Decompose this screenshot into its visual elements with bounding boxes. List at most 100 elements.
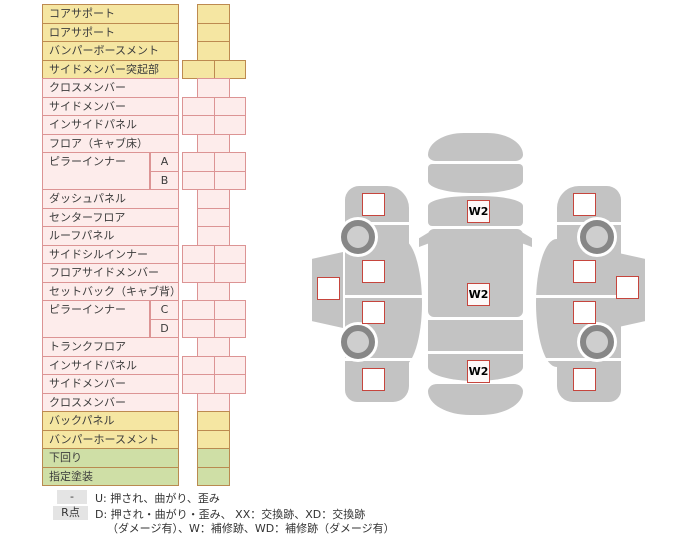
left-car-rear-wheel [341, 325, 375, 359]
damage-box-left-front-door[interactable] [362, 260, 385, 283]
damage-cell[interactable] [182, 96, 215, 116]
damage-cell[interactable] [213, 244, 246, 264]
top-view-rear-bumper [428, 384, 523, 415]
damage-cell[interactable] [213, 374, 246, 394]
damage-cell[interactable] [182, 374, 215, 394]
damage-mark-hood[interactable]: W2 [467, 200, 490, 223]
legend-line3: （ダメージ有）、W：補修跡、WD：補修跡（ダメージ有） [107, 522, 395, 535]
legend-dash-chip: - [57, 490, 87, 504]
row-label: サイドメンバー突起部 [42, 59, 179, 79]
damage-box-right-front-door[interactable] [573, 260, 596, 283]
damage-cell[interactable] [197, 466, 230, 486]
damage-box-left-rear-fender[interactable] [362, 368, 385, 391]
damage-mark-roof[interactable]: W2 [467, 283, 490, 306]
damage-cell[interactable] [213, 59, 246, 79]
damage-cell[interactable] [182, 318, 215, 338]
right-car-front-wheel [580, 220, 614, 254]
row-label: クロスメンバー [42, 78, 179, 98]
damage-cell[interactable] [182, 170, 215, 190]
damage-cell[interactable] [182, 115, 215, 135]
damage-cell[interactable] [182, 263, 215, 283]
damage-cell[interactable] [197, 4, 230, 24]
row-label: ロアサポート [42, 22, 179, 42]
top-view-hood [428, 164, 523, 193]
damage-cell[interactable] [197, 226, 230, 246]
row-label: セットバック（キャブ背） [42, 281, 179, 301]
damage-cell[interactable] [182, 59, 215, 79]
damage-cell[interactable] [182, 355, 215, 375]
legend-line1: U: 押され、曲がり、歪み [95, 492, 220, 505]
damage-cell[interactable] [197, 411, 230, 431]
row-sublabel-A: A [150, 152, 179, 172]
left-car-front-wheel [341, 220, 375, 254]
row-label: トランクフロア [42, 337, 179, 357]
row-label: サイドメンバー [42, 96, 179, 116]
row-label: 指定塗装 [42, 466, 179, 486]
damage-box-right-front-fender[interactable] [573, 193, 596, 216]
damage-box-left-front-fender[interactable] [362, 193, 385, 216]
damage-cell[interactable] [182, 244, 215, 264]
row-label: バンパーボースメント [42, 41, 179, 61]
row-sublabel-B: B [150, 170, 179, 190]
damage-cell[interactable] [213, 152, 246, 172]
damage-cell[interactable] [197, 41, 230, 61]
row-label: ピラーインナー [42, 300, 150, 338]
right-car-gap-3 [536, 358, 621, 361]
row-sublabel-D: D [150, 318, 179, 338]
damage-cell[interactable] [182, 300, 215, 320]
damage-cell[interactable] [213, 318, 246, 338]
damage-cell[interactable] [197, 207, 230, 227]
damage-mark-trunk[interactable]: W2 [467, 360, 490, 383]
damage-cell[interactable] [197, 448, 230, 468]
damage-cell[interactable] [197, 429, 230, 449]
legend-line2: D: 押され・曲がり・歪み、 XX：交換跡、XD：交換跡 [95, 508, 366, 521]
damage-cell[interactable] [197, 281, 230, 301]
row-label: バックパネル [42, 411, 179, 431]
row-label: インサイドパネル [42, 355, 179, 375]
row-label: ルーフパネル [42, 226, 179, 246]
row-label: センターフロア [42, 207, 179, 227]
row-label: フロア（キャブ床） [42, 133, 179, 153]
row-label: クロスメンバー [42, 392, 179, 412]
row-label: コアサポート [42, 4, 179, 24]
top-view-rear-window [428, 320, 523, 351]
damage-cell[interactable] [197, 189, 230, 209]
damage-cell[interactable] [213, 355, 246, 375]
damage-cell[interactable] [213, 96, 246, 116]
right-car-rear-wheel [580, 325, 614, 359]
left-car-roofline [381, 239, 422, 367]
damage-cell[interactable] [213, 170, 246, 190]
damage-cell[interactable] [197, 392, 230, 412]
damage-box-left-rear-door[interactable] [362, 301, 385, 324]
row-label: ピラーインナー [42, 152, 150, 190]
damage-cell[interactable] [197, 22, 230, 42]
right-car-roofline [536, 239, 577, 367]
row-label: 下回り [42, 448, 179, 468]
damage-box-left-rocker[interactable] [317, 277, 340, 300]
damage-cell[interactable] [213, 300, 246, 320]
top-view-front-bumper [428, 133, 523, 161]
damage-cell[interactable] [197, 78, 230, 98]
damage-cell[interactable] [182, 152, 215, 172]
legend-r-chip: R点 [53, 506, 88, 520]
damage-cell[interactable] [197, 133, 230, 153]
damage-box-right-rear-fender[interactable] [573, 368, 596, 391]
left-car-gap-3 [345, 358, 422, 361]
damage-cell[interactable] [213, 263, 246, 283]
row-label: バンパーホースメント [42, 429, 179, 449]
row-label: サイドシルインナー [42, 244, 179, 264]
right-car-gap-2 [536, 295, 621, 298]
left-car-gap-1 [345, 222, 409, 225]
damage-cell[interactable] [197, 337, 230, 357]
row-label: ダッシュパネル [42, 189, 179, 209]
row-label: フロアサイドメンバー [42, 263, 179, 283]
damage-box-right-rear-door[interactable] [573, 301, 596, 324]
left-car-gap-2 [345, 295, 422, 298]
damage-cell[interactable] [213, 115, 246, 135]
row-label: インサイドパネル [42, 115, 179, 135]
row-label: サイドメンバー [42, 374, 179, 394]
damage-box-right-rocker[interactable] [616, 276, 639, 299]
row-sublabel-C: C [150, 300, 179, 320]
